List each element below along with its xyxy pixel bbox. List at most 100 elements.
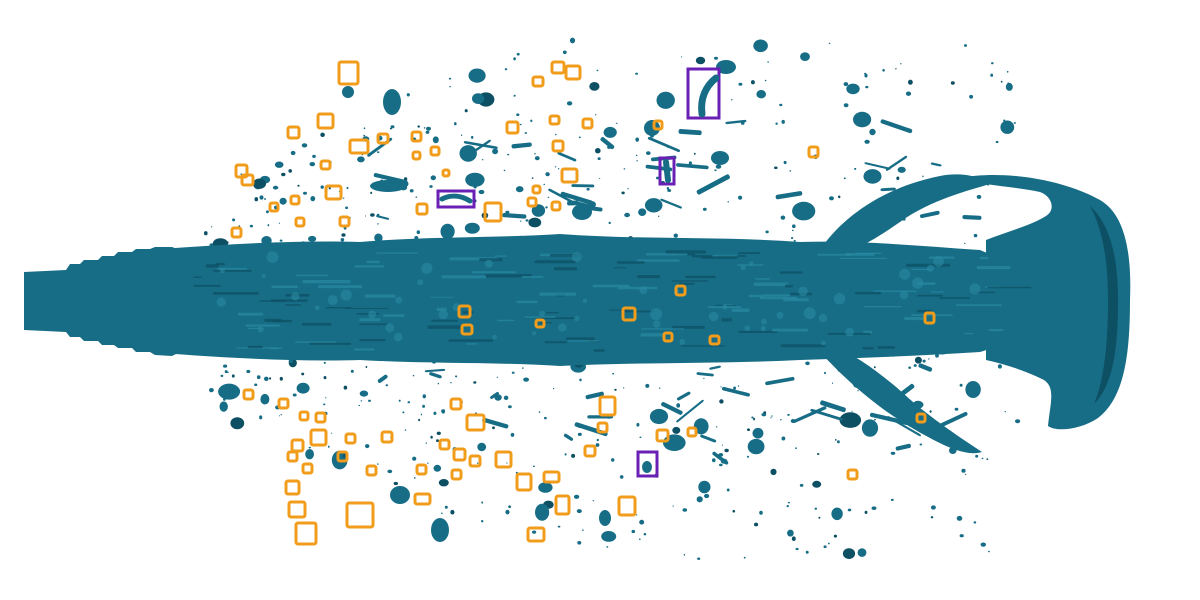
spray-droplet [430, 175, 436, 181]
spray-droplet [503, 395, 509, 400]
spray-ligament [919, 210, 940, 219]
spray-droplet [639, 538, 641, 540]
jet-column [175, 234, 1020, 366]
spray-droplet [895, 68, 897, 70]
spray-droplet [430, 435, 433, 439]
droplet-detection-box [298, 410, 310, 422]
droplet-detection-box [708, 334, 721, 346]
jet-surface-streak [636, 259, 680, 262]
spray-droplet [799, 483, 804, 487]
spray-droplet [267, 224, 270, 227]
spray-ligament [429, 372, 442, 379]
spray-droplet [703, 377, 705, 380]
jet-surface-streak [345, 307, 389, 309]
spray-ligament [678, 129, 702, 136]
jet-surface-streak [593, 349, 605, 352]
spray-droplet [557, 168, 560, 170]
droplet-detection-box [583, 444, 597, 458]
jet-surface-bubble [933, 255, 944, 267]
jet-surface-streak [494, 255, 507, 257]
spray-droplet [767, 61, 769, 63]
spray-ligament [696, 372, 714, 377]
droplet-detection-box [380, 430, 394, 444]
jet-surface-streak [955, 304, 1002, 306]
spray-droplet [547, 196, 550, 198]
droplet-detection-box [617, 495, 637, 517]
jet-surface-bubble [492, 334, 497, 340]
spray-droplet [412, 375, 415, 377]
spray-droplet [577, 541, 582, 545]
spray-droplet [603, 126, 617, 138]
spray-droplet [254, 383, 258, 387]
droplet-detection-box [348, 138, 370, 155]
jet-surface-streak [376, 252, 418, 254]
spray-droplet [673, 233, 678, 238]
spray-droplet [851, 410, 853, 412]
spray-droplet [930, 505, 936, 510]
spray-droplet [223, 364, 228, 368]
spray-droplet [350, 369, 354, 373]
spray-droplet [666, 441, 673, 447]
droplet-detection-box [598, 395, 617, 417]
spray-droplet [265, 210, 269, 214]
spray-ligament [571, 184, 595, 188]
spray-droplet [513, 57, 516, 61]
spray-droplet [422, 404, 425, 408]
jet-surface-streak [856, 252, 882, 254]
spray-droplet [601, 531, 617, 542]
spray-droplet [929, 410, 932, 413]
spray-droplet [596, 438, 599, 442]
spray-ligament [563, 433, 574, 441]
spray-droplet [595, 443, 600, 447]
spray-droplet [579, 378, 582, 382]
droplet-detection-box [526, 526, 546, 543]
spray-droplet [535, 503, 550, 521]
droplet-detection-box [505, 120, 520, 135]
droplet-detection-box [415, 463, 428, 476]
spray-ligament [560, 191, 593, 205]
spray-ligament [864, 162, 891, 170]
spray-droplet [838, 195, 841, 199]
spray-droplet [965, 381, 981, 398]
spray-droplet [404, 429, 407, 431]
spray-droplet [340, 238, 345, 242]
spray-droplet [425, 130, 430, 134]
spray-droplet [516, 52, 520, 56]
spray-droplet [528, 217, 542, 228]
spray-droplet [638, 208, 647, 216]
jet-surface-streak [193, 276, 203, 278]
jet-surface-streak [616, 261, 645, 264]
spray-droplet [973, 233, 978, 238]
large-droplet [383, 89, 401, 115]
jet-surface-streak [325, 307, 352, 309]
spray-droplet [557, 525, 561, 528]
spray-droplet [521, 367, 524, 369]
spray-droplet [511, 371, 515, 374]
droplet-detection-box [531, 75, 545, 88]
jet-surface-streak [534, 260, 576, 264]
spray-ligament [661, 402, 683, 415]
spray-droplet [508, 405, 512, 409]
spray-droplet [301, 143, 308, 148]
spray-droplet [964, 44, 967, 47]
jet-surface-streak [259, 300, 286, 302]
spray-droplet [402, 411, 405, 414]
spray-droplet [805, 361, 810, 366]
spray-droplet [853, 111, 872, 128]
spray-droplet [342, 197, 345, 199]
spray-droplet [714, 169, 717, 172]
droplet-detection-box [338, 215, 351, 228]
jet-surface-streak [873, 290, 917, 293]
spray-droplet [407, 401, 411, 404]
spray-droplet [787, 413, 790, 416]
spray-droplet [274, 161, 284, 168]
droplet-detection-box [336, 450, 349, 463]
droplet-detection-box [277, 397, 290, 410]
spray-droplet [643, 533, 647, 536]
jet-surface-streak [637, 275, 661, 279]
spray-droplet [393, 481, 398, 486]
spray-droplet [863, 169, 882, 184]
jet-surface-streak [364, 294, 396, 298]
spray-droplet [631, 529, 636, 534]
spray-droplet [345, 206, 349, 210]
